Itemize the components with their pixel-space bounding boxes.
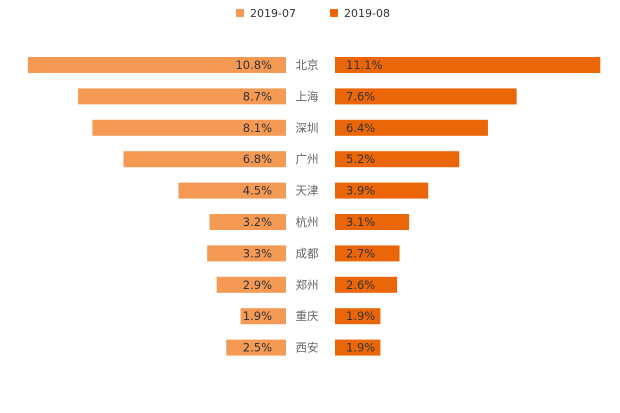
bar-2019-07-3[interactable] [123,151,286,168]
category-label-9: 西安 [296,341,319,355]
legend-swatch-2019-07 [236,9,244,17]
data-label-2019-08-9: 1.9% [346,341,375,355]
data-label-2019-07-9: 2.5% [243,341,272,355]
data-label-2019-07-5: 3.2% [243,215,272,229]
data-label-2019-08-6: 2.7% [346,246,375,260]
bar-2019-07-4[interactable] [178,182,286,199]
category-label-3: 广州 [296,152,319,166]
data-label-2019-08-1: 7.6% [346,89,375,103]
bar-2019-07-8[interactable] [240,308,286,325]
bar-2019-08-0[interactable] [335,57,601,73]
category-label-2: 深圳 [296,121,319,135]
bar-2019-07-2[interactable] [92,119,286,136]
data-label-2019-08-3: 5.2% [346,152,375,166]
bar-2019-07-0[interactable] [27,57,286,73]
bar-2019-08-7[interactable] [335,276,398,293]
data-label-2019-07-3: 6.8% [243,152,272,166]
bar-2019-07-6[interactable] [207,245,286,262]
legend-item-2019-07[interactable]: 2019-07 [236,5,296,21]
legend-label-2019-08: 2019-08 [344,6,390,20]
bar-2019-08-6[interactable] [335,245,400,262]
category-label-4: 天津 [296,184,319,198]
category-label-6: 成都 [296,246,319,260]
data-label-2019-07-7: 2.9% [243,278,272,292]
bar-2019-08-5[interactable] [335,214,410,230]
bar-2019-08-8[interactable] [335,308,381,325]
data-label-2019-08-7: 2.6% [346,278,375,292]
legend: 2019-07 2019-08 [0,5,620,21]
bar-2019-08-2[interactable] [335,119,488,136]
bar-2019-07-5[interactable] [209,214,286,230]
data-label-2019-07-6: 3.3% [243,246,272,260]
bar-2019-07-9[interactable] [226,339,286,356]
bar-2019-07-7[interactable] [216,276,286,293]
category-label-8: 重庆 [296,309,319,323]
bar-2019-08-3[interactable] [335,151,460,168]
data-label-2019-08-8: 1.9% [346,309,375,323]
data-label-2019-07-8: 1.9% [243,309,272,323]
data-label-2019-07-0: 10.8% [235,58,272,72]
bar-2019-07-1[interactable] [78,88,286,105]
data-label-2019-08-2: 6.4% [346,121,375,135]
legend-swatch-2019-08 [330,9,338,17]
bar-2019-08-1[interactable] [335,88,517,105]
category-label-1: 上海 [296,89,319,103]
category-label-7: 郑州 [296,278,319,292]
category-label-5: 杭州 [296,215,319,229]
bar-2019-08-9[interactable] [335,339,381,356]
legend-label-2019-07: 2019-07 [250,6,296,20]
data-label-2019-07-2: 8.1% [243,121,272,135]
data-label-2019-07-1: 8.7% [243,89,272,103]
bar-2019-08-4[interactable] [335,182,429,199]
data-label-2019-07-4: 4.5% [243,184,272,198]
data-label-2019-08-0: 11.1% [346,58,383,72]
data-label-2019-08-5: 3.1% [346,215,375,229]
legend-item-2019-08[interactable]: 2019-08 [330,5,390,21]
category-label-0: 北京 [296,58,319,72]
data-label-2019-08-4: 3.9% [346,184,375,198]
